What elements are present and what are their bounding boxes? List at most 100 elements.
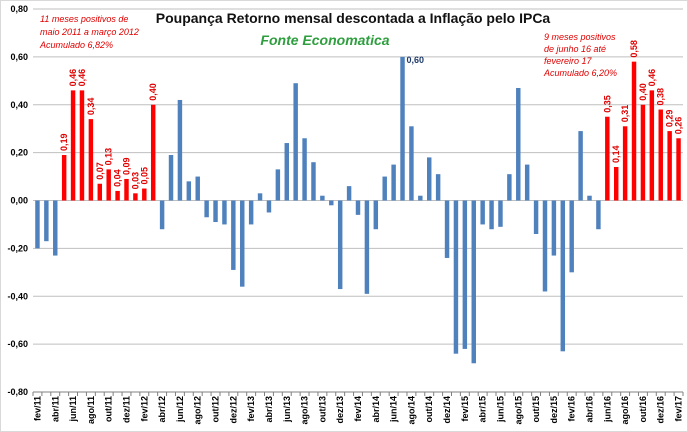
x-tick-label: out/14 — [424, 396, 434, 423]
bar — [631, 61, 637, 201]
bar — [409, 126, 414, 201]
bar — [337, 200, 343, 290]
annotation-left-line: maio 2011 a março 2012 — [40, 27, 139, 37]
bar — [204, 200, 209, 218]
x-tick-label: abr/16 — [585, 396, 595, 423]
x-tick-label: dez/16 — [656, 396, 666, 424]
x-tick-label: out/15 — [531, 396, 541, 423]
bar — [346, 186, 352, 201]
data-label: 0,40 — [638, 83, 648, 101]
y-tick-label: 0,00 — [10, 196, 28, 206]
y-tick-label: 0,40 — [10, 100, 28, 110]
data-label: 0,29 — [665, 110, 675, 128]
data-label: 0,40 — [148, 83, 158, 101]
y-tick-label: -0,80 — [7, 387, 28, 397]
bar — [275, 169, 281, 201]
bar — [177, 99, 183, 201]
bar — [266, 200, 272, 213]
y-tick-label: -0,20 — [7, 243, 28, 253]
annotation-right: 9 meses positivos de junho 16 até fevere… — [543, 32, 617, 78]
bar — [150, 104, 156, 201]
x-tick-label: abr/14 — [371, 396, 381, 423]
bar — [257, 193, 263, 201]
bar — [213, 200, 218, 223]
bar — [622, 126, 628, 201]
x-tick-label: jun/12 — [175, 396, 185, 423]
bar — [302, 138, 307, 201]
x-tick-label: fev/16 — [567, 396, 577, 422]
x-tick-label: ago/16 — [620, 396, 630, 425]
x-tick-label: dez/15 — [549, 396, 559, 424]
x-tick-label: out/16 — [638, 396, 648, 423]
bar — [453, 200, 459, 354]
x-tick-label: abr/13 — [264, 396, 274, 423]
bar — [133, 193, 138, 201]
x-tick-label: dez/11 — [121, 396, 131, 423]
bar — [658, 109, 663, 201]
data-label: 0,46 — [77, 69, 87, 87]
bar — [507, 174, 512, 201]
x-tick-label: jun/14 — [389, 396, 399, 423]
data-label: 0,14 — [611, 145, 621, 163]
bar — [364, 200, 370, 294]
x-tick-label: fev/15 — [460, 396, 470, 422]
bar — [587, 195, 592, 201]
x-tick-label: dez/13 — [335, 396, 345, 424]
x-tick-label: fev/12 — [139, 396, 149, 422]
data-label: 0,46 — [68, 69, 78, 87]
bar — [70, 90, 76, 201]
bar — [605, 116, 610, 201]
bar — [168, 155, 174, 201]
y-tick-label: 0,60 — [10, 52, 28, 62]
y-axis: 0,80 0,60 0,40 0,20 0,00 -0,20 -0,40 -0,60 -0,80 — [7, 4, 28, 397]
bars-layer — [35, 56, 681, 364]
chart-title: Poupança Retorno mensal descontada a Inf… — [156, 10, 551, 26]
bar — [435, 174, 441, 201]
data-label: 0,03 — [130, 172, 140, 190]
bar — [444, 200, 450, 258]
bar — [471, 200, 476, 364]
bar — [569, 200, 574, 273]
bar — [551, 200, 557, 256]
bar — [124, 178, 129, 201]
annotation-right-line: Acumulado 6,20% — [543, 68, 617, 78]
bar — [44, 200, 49, 242]
x-tick-label: out/13 — [317, 396, 327, 423]
bar — [462, 200, 468, 349]
annotation-left: 11 meses positivos de maio 2011 a março … — [39, 14, 139, 50]
bar — [240, 200, 245, 287]
x-axis-labels: fev/11 abr/11 jun/11 ago/11 out/11 dez/11 fev/… — [32, 396, 683, 425]
x-tick-label: fev/13 — [246, 396, 256, 422]
bar — [248, 200, 254, 225]
data-label: 0,04 — [113, 169, 123, 187]
bar — [35, 200, 40, 249]
bar — [53, 200, 58, 256]
bar — [667, 131, 672, 201]
bar — [640, 104, 646, 201]
data-label: 0,35 — [602, 95, 612, 113]
bar — [79, 90, 85, 201]
bar — [97, 183, 103, 201]
x-tick-label: abr/12 — [157, 396, 167, 423]
x-tick-label: jun/11 — [68, 396, 78, 423]
bar — [427, 157, 432, 201]
x-tick-label: dez/14 — [442, 396, 452, 424]
bar — [329, 200, 334, 206]
bar — [61, 155, 67, 201]
bar — [373, 200, 379, 230]
data-label: 0,07 — [95, 162, 105, 180]
bar — [676, 138, 681, 201]
x-tick-label: ago/12 — [193, 396, 203, 425]
y-tick-label: 0,80 — [10, 4, 28, 14]
bar — [231, 200, 236, 270]
bar — [578, 131, 583, 201]
bar — [649, 90, 655, 201]
bar — [115, 190, 120, 201]
data-label: 0,34 — [86, 98, 96, 116]
bar — [391, 164, 396, 201]
data-label: 0,60 — [407, 55, 425, 65]
bar — [355, 200, 361, 215]
y-tick-label: 0,20 — [10, 148, 28, 158]
data-label: 0,13 — [104, 148, 114, 166]
y-tick-label: -0,40 — [7, 291, 28, 301]
